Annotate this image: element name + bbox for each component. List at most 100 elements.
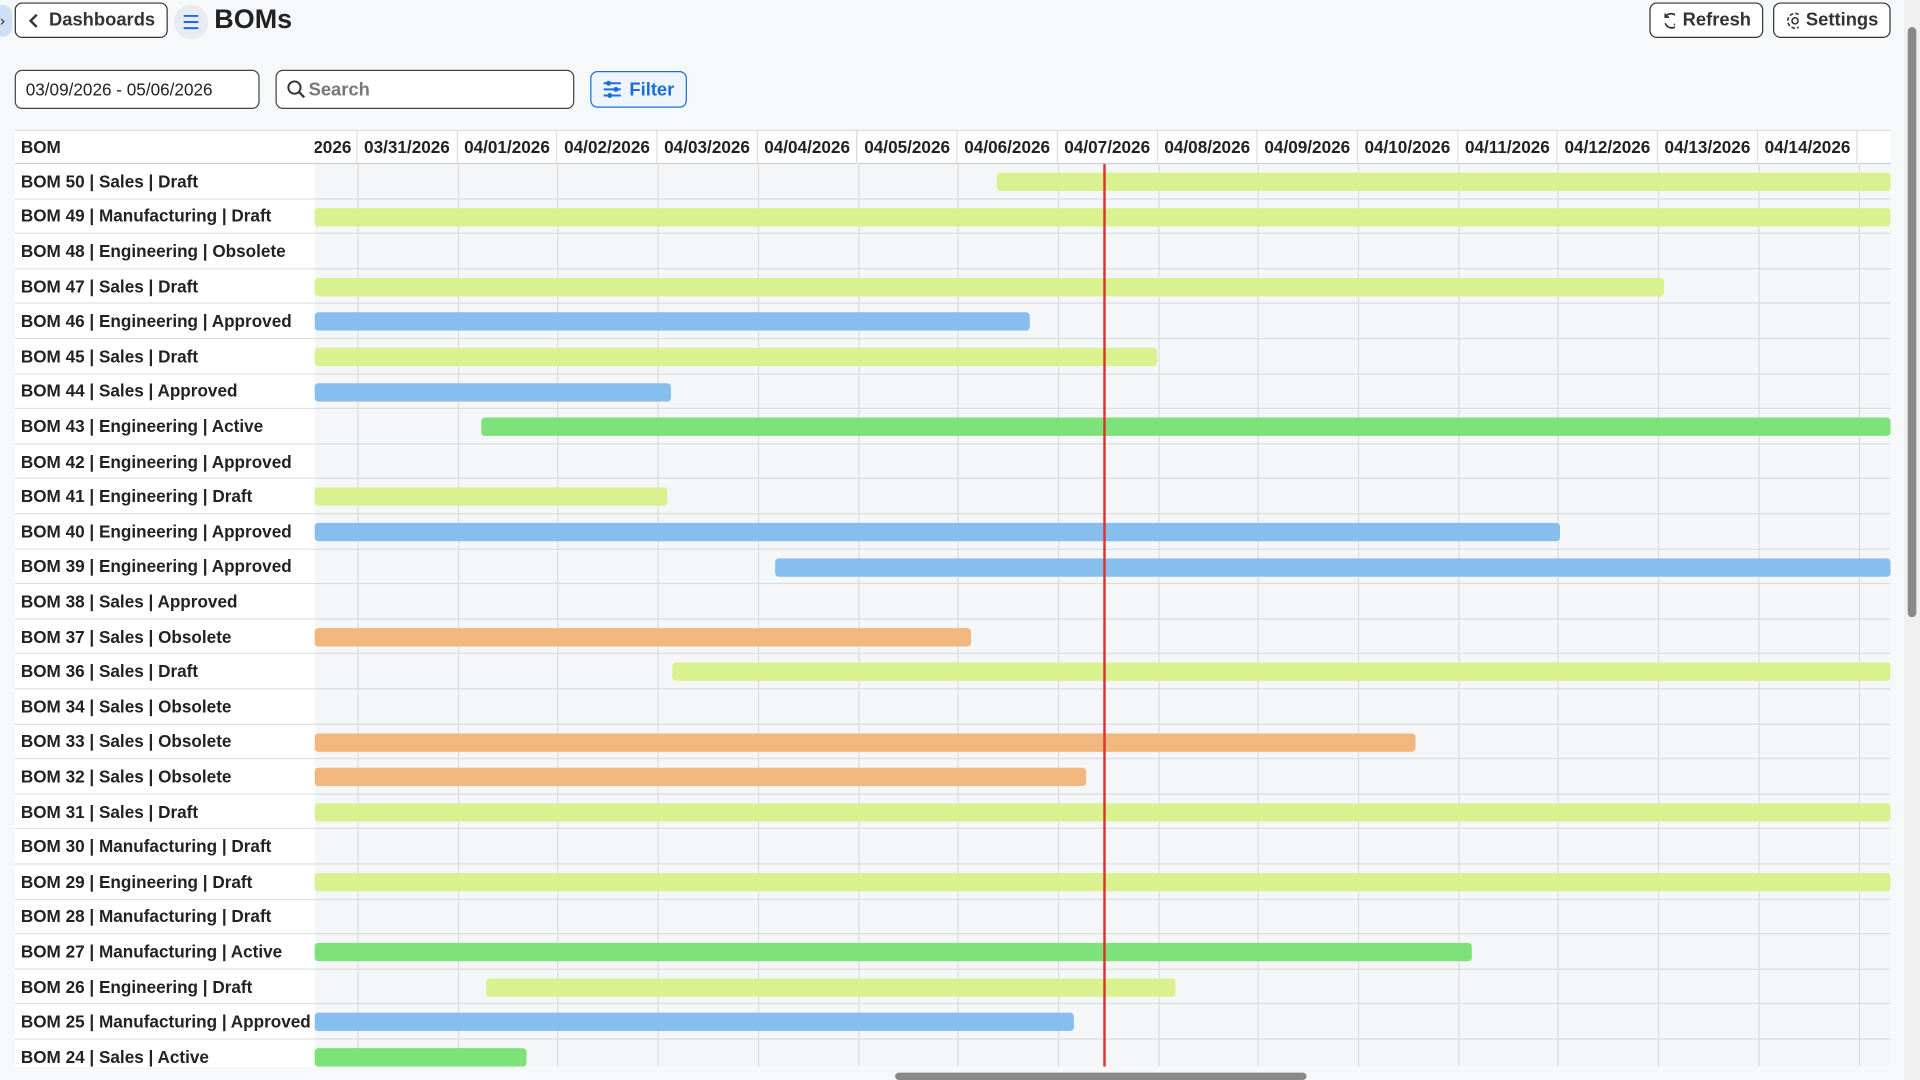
- grid-line: [1257, 164, 1260, 1067]
- row-label: BOM 30 | Manufacturing | Draft: [14, 829, 315, 864]
- gantt-bar: [314, 943, 1472, 962]
- gantt-bar: [314, 312, 1030, 332]
- gantt-bar: [314, 522, 1561, 542]
- row-label: BOM 49 | Manufacturing | Draft: [14, 199, 315, 233]
- date-header: 03/31/2026: [357, 131, 458, 165]
- scroll-thumb[interactable]: [1907, 26, 1917, 618]
- gantt-bar: [481, 417, 1891, 437]
- gantt-row: BOM 40 | Engineering | Approved: [14, 514, 1891, 550]
- date-header: 04/14/2026: [1758, 131, 1859, 165]
- gantt-bar: [314, 1048, 527, 1067]
- gantt-row: BOM 37 | Sales | Obsolete: [14, 619, 1891, 655]
- gantt-row: BOM 28 | Manufacturing | Draft: [14, 899, 1891, 935]
- settings-icon: [1786, 12, 1799, 29]
- grid-line: [1658, 164, 1660, 1067]
- grid-line: [857, 164, 859, 1067]
- page-title: BOMs: [214, 3, 293, 35]
- settings-button[interactable]: Settings: [1773, 2, 1891, 38]
- row-label: BOM 37 | Sales | Obsolete: [14, 619, 315, 654]
- gantt-row: BOM 29 | Engineering | Draft: [14, 864, 1891, 900]
- grid-line: [1057, 164, 1060, 1067]
- grid-line: [657, 164, 659, 1067]
- horizontal-scrollbar[interactable]: [15, 1072, 1891, 1080]
- date-header: 04/02/2026: [557, 131, 658, 165]
- gantt-bar: [314, 382, 672, 402]
- gantt-row: BOM 42 | Engineering | Approved: [14, 444, 1891, 480]
- grid-line: [1157, 164, 1160, 1067]
- row-label: BOM 40 | Engineering | Approved: [14, 514, 315, 549]
- gantt-bar: [486, 978, 1176, 997]
- gantt-row: BOM 26 | Engineering | Draft: [14, 969, 1891, 1005]
- gantt-bar: [775, 557, 1891, 577]
- row-label: BOM 32 | Sales | Obsolete: [14, 759, 315, 794]
- date-header: 04/13/2026: [1658, 131, 1759, 165]
- vertical-scrollbar[interactable]: [1904, 0, 1920, 1080]
- gantt-bar: [314, 207, 1891, 227]
- gantt-row: BOM 39 | Engineering | Approved: [14, 549, 1891, 585]
- date-header: 04/01/2026: [457, 131, 558, 165]
- date-range-input[interactable]: 03/09/2026 - 05/06/2026: [14, 69, 260, 109]
- scroll-thumb[interactable]: [895, 1072, 1307, 1080]
- row-label: BOM 29 | Engineering | Draft: [14, 864, 315, 899]
- refresh-icon: [1664, 12, 1676, 29]
- gantt-bar: [314, 767, 1087, 787]
- gantt-row: BOM 49 | Manufacturing | Draft: [14, 199, 1891, 235]
- date-header: 04/08/2026: [1157, 131, 1258, 165]
- row-label: BOM 28 | Manufacturing | Draft: [14, 899, 315, 934]
- date-header: 04/04/2026: [757, 131, 858, 165]
- gantt-row: BOM 31 | Sales | Draft: [14, 794, 1891, 830]
- row-label: BOM 46 | Engineering | Approved: [14, 304, 315, 338]
- gantt-row: BOM 47 | Sales | Draft: [14, 269, 1891, 305]
- grid-line: [1457, 164, 1460, 1067]
- gantt-bar: [314, 873, 1891, 892]
- gantt-table: BOM 2026 03/31/2026 04/01/2026 04/02/2026 04/…: [14, 129, 1891, 1067]
- back-label: Dashboards: [48, 9, 156, 31]
- back-button[interactable]: Dashboards: [14, 2, 168, 38]
- row-label: BOM 41 | Engineering | Draft: [14, 479, 315, 514]
- row-label: BOM 39 | Engineering | Approved: [14, 549, 315, 584]
- grid-line: [1558, 164, 1560, 1067]
- filter-label: Filter: [629, 78, 675, 100]
- gantt-bar: [314, 803, 1891, 822]
- date-header: 2026: [314, 131, 358, 165]
- row-label: BOM 24 | Sales | Active: [14, 1039, 315, 1067]
- gantt-row: BOM 34 | Sales | Obsolete: [14, 689, 1891, 725]
- grid-line: [1758, 164, 1760, 1067]
- gantt-bar: [996, 172, 1891, 192]
- search-input[interactable]: Search: [275, 69, 575, 109]
- gantt-row: BOM 50 | Sales | Draft: [14, 164, 1891, 200]
- gantt-row: BOM 24 | Sales | Active: [14, 1039, 1891, 1067]
- grid-line: [1357, 164, 1360, 1067]
- gantt-row: BOM 30 | Manufacturing | Draft: [14, 829, 1891, 865]
- row-label: BOM 48 | Engineering | Obsolete: [14, 234, 315, 268]
- row-label: BOM 42 | Engineering | Approved: [14, 444, 315, 479]
- gantt-row: BOM 48 | Engineering | Obsolete: [14, 234, 1891, 270]
- menu-button[interactable]: [173, 4, 209, 40]
- gantt-row: BOM 32 | Sales | Obsolete: [14, 759, 1891, 795]
- gantt-bar: [314, 487, 668, 507]
- row-label: BOM 38 | Sales | Approved: [14, 584, 315, 619]
- date-range-text: 03/09/2026 - 05/06/2026: [25, 79, 213, 100]
- refresh-button[interactable]: Refresh: [1649, 2, 1764, 38]
- back-icon: [28, 13, 38, 28]
- refresh-label: Refresh: [1682, 9, 1752, 31]
- settings-label: Settings: [1805, 9, 1879, 31]
- gantt-row: BOM 41 | Engineering | Draft: [14, 479, 1891, 515]
- gantt-bar: [314, 347, 1158, 367]
- gantt-bar: [314, 277, 1665, 297]
- date-header: 04/06/2026: [957, 131, 1058, 165]
- date-header: 04/07/2026: [1057, 131, 1158, 165]
- date-header: 04/: [1858, 131, 1891, 165]
- filter-button[interactable]: Filter: [590, 71, 687, 108]
- grid-line: [557, 164, 559, 1067]
- grid-line: [1858, 164, 1860, 1067]
- gantt-row: BOM 43 | Engineering | Active: [14, 409, 1891, 445]
- date-header: 04/05/2026: [857, 131, 958, 165]
- gantt-row: BOM 46 | Engineering | Approved: [14, 304, 1891, 340]
- row-label: BOM 44 | Sales | Approved: [14, 374, 315, 408]
- row-label: BOM 25 | Manufacturing | Approved: [14, 1004, 315, 1039]
- sidebar-toggle[interactable]: ›: [0, 4, 13, 37]
- gantt-row: BOM 45 | Sales | Draft: [14, 339, 1891, 375]
